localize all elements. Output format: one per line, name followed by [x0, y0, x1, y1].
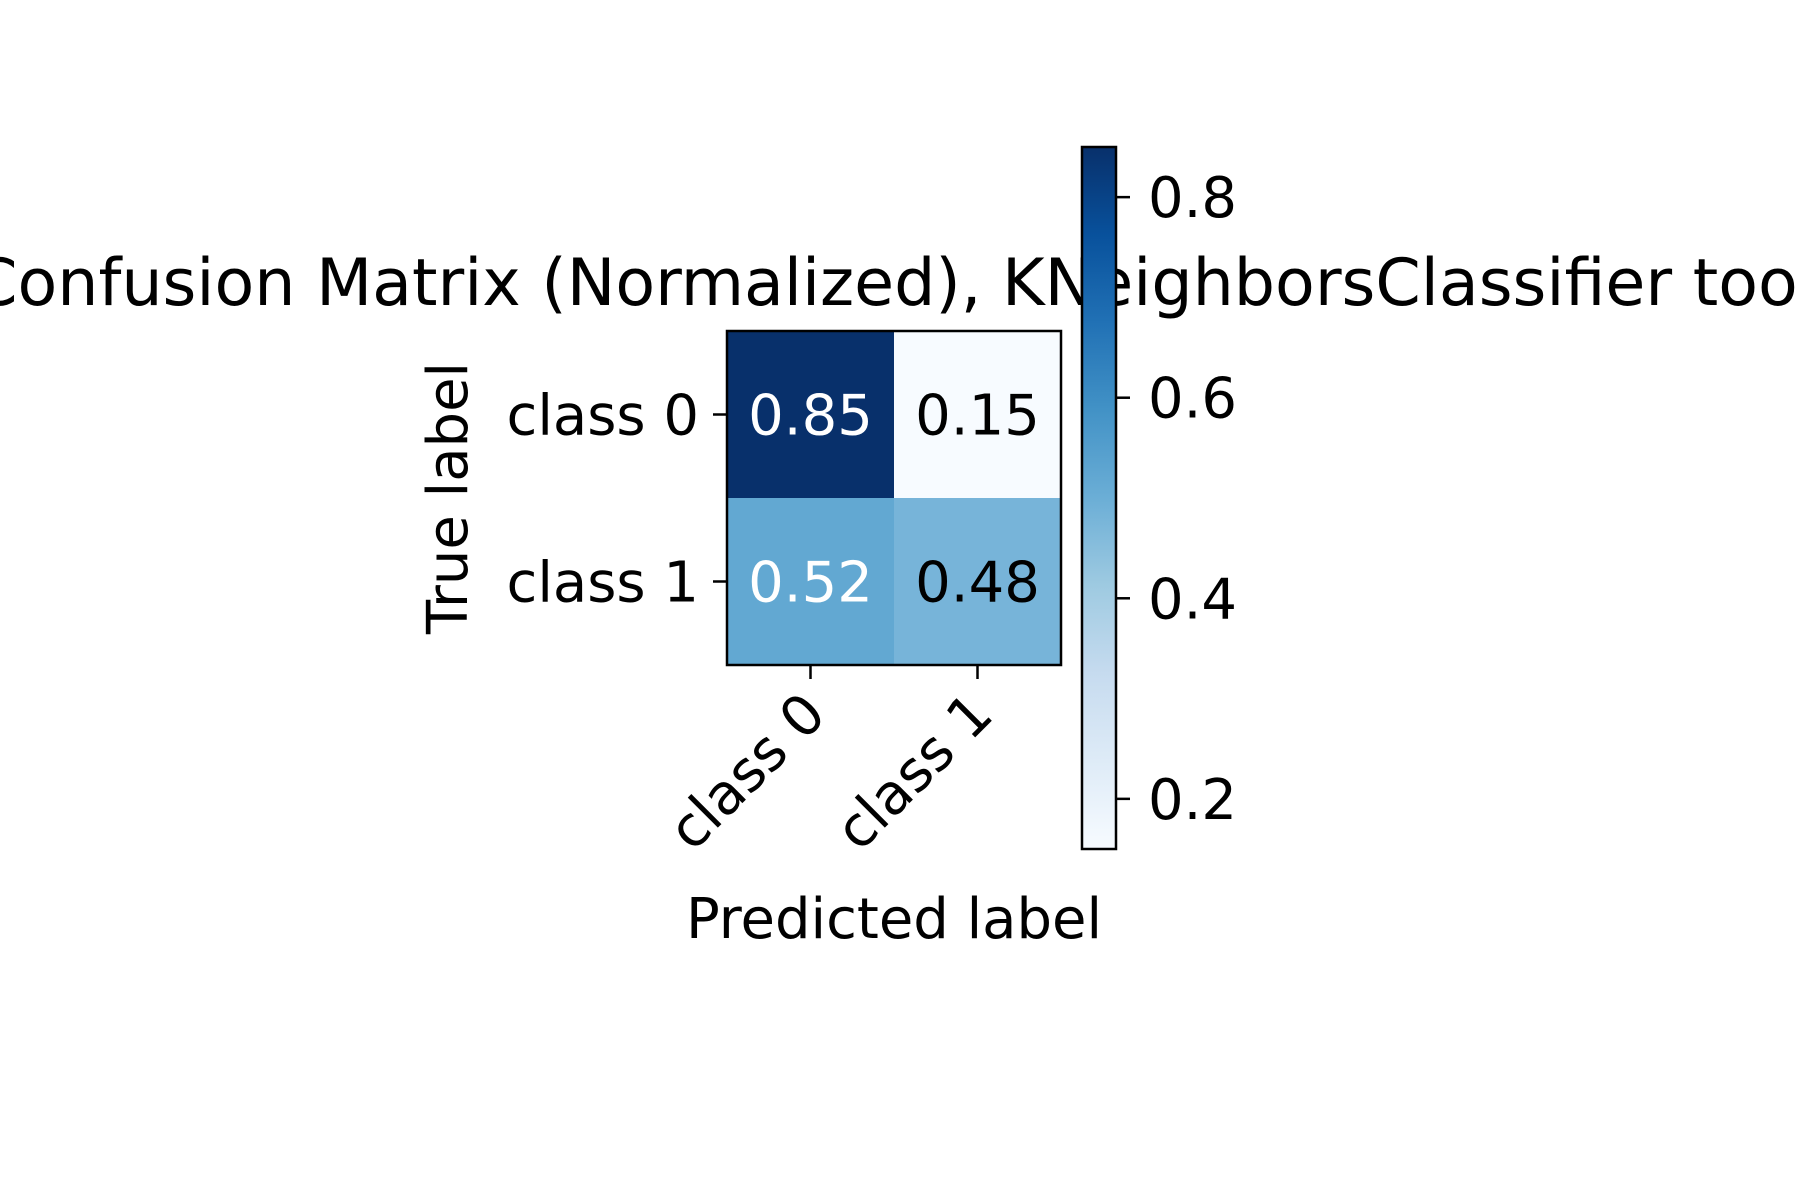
x-axis-label: Predicted label	[686, 887, 1102, 952]
heatmap-cell-label: 0.15	[915, 384, 1040, 449]
colorbar-ticks: 0.2 0.4 0.6 0.8	[1116, 166, 1237, 833]
heatmap-cell-label: 0.52	[748, 551, 873, 616]
heatmap-cell	[727, 498, 894, 665]
chart-title: Confusion Matrix (Normalized), KNeighbor…	[0, 246, 1800, 321]
y-axis-ticks: class 0 class 1	[507, 384, 727, 616]
plot-frame	[725, 329, 1063, 667]
colorbar-tick-label: 0.8	[1148, 166, 1237, 231]
colorbar-tick-label: 0.6	[1148, 367, 1237, 432]
heatmap-cells	[727, 331, 1061, 665]
heatmap-cell	[727, 331, 894, 498]
y-axis-label: True label	[416, 362, 481, 635]
y-tick-label: class 1	[507, 551, 699, 616]
x-tick-label: class 0	[656, 681, 838, 863]
y-tick-label: class 0	[507, 384, 699, 449]
colorbar-tick-label: 0.4	[1148, 567, 1237, 632]
colorbar	[1080, 145, 1118, 851]
colorbar-tick-label: 0.2	[1148, 768, 1237, 833]
heatmap-cell-label: 0.48	[915, 551, 1040, 616]
heatmap-cell	[894, 498, 1061, 665]
heatmap-cell	[894, 331, 1061, 498]
heatmap-cell-label: 0.85	[748, 384, 873, 449]
x-tick-label: class 1	[823, 681, 1005, 863]
heatmap-cell-labels: 0.85 0.15 0.52 0.48	[748, 384, 1040, 616]
